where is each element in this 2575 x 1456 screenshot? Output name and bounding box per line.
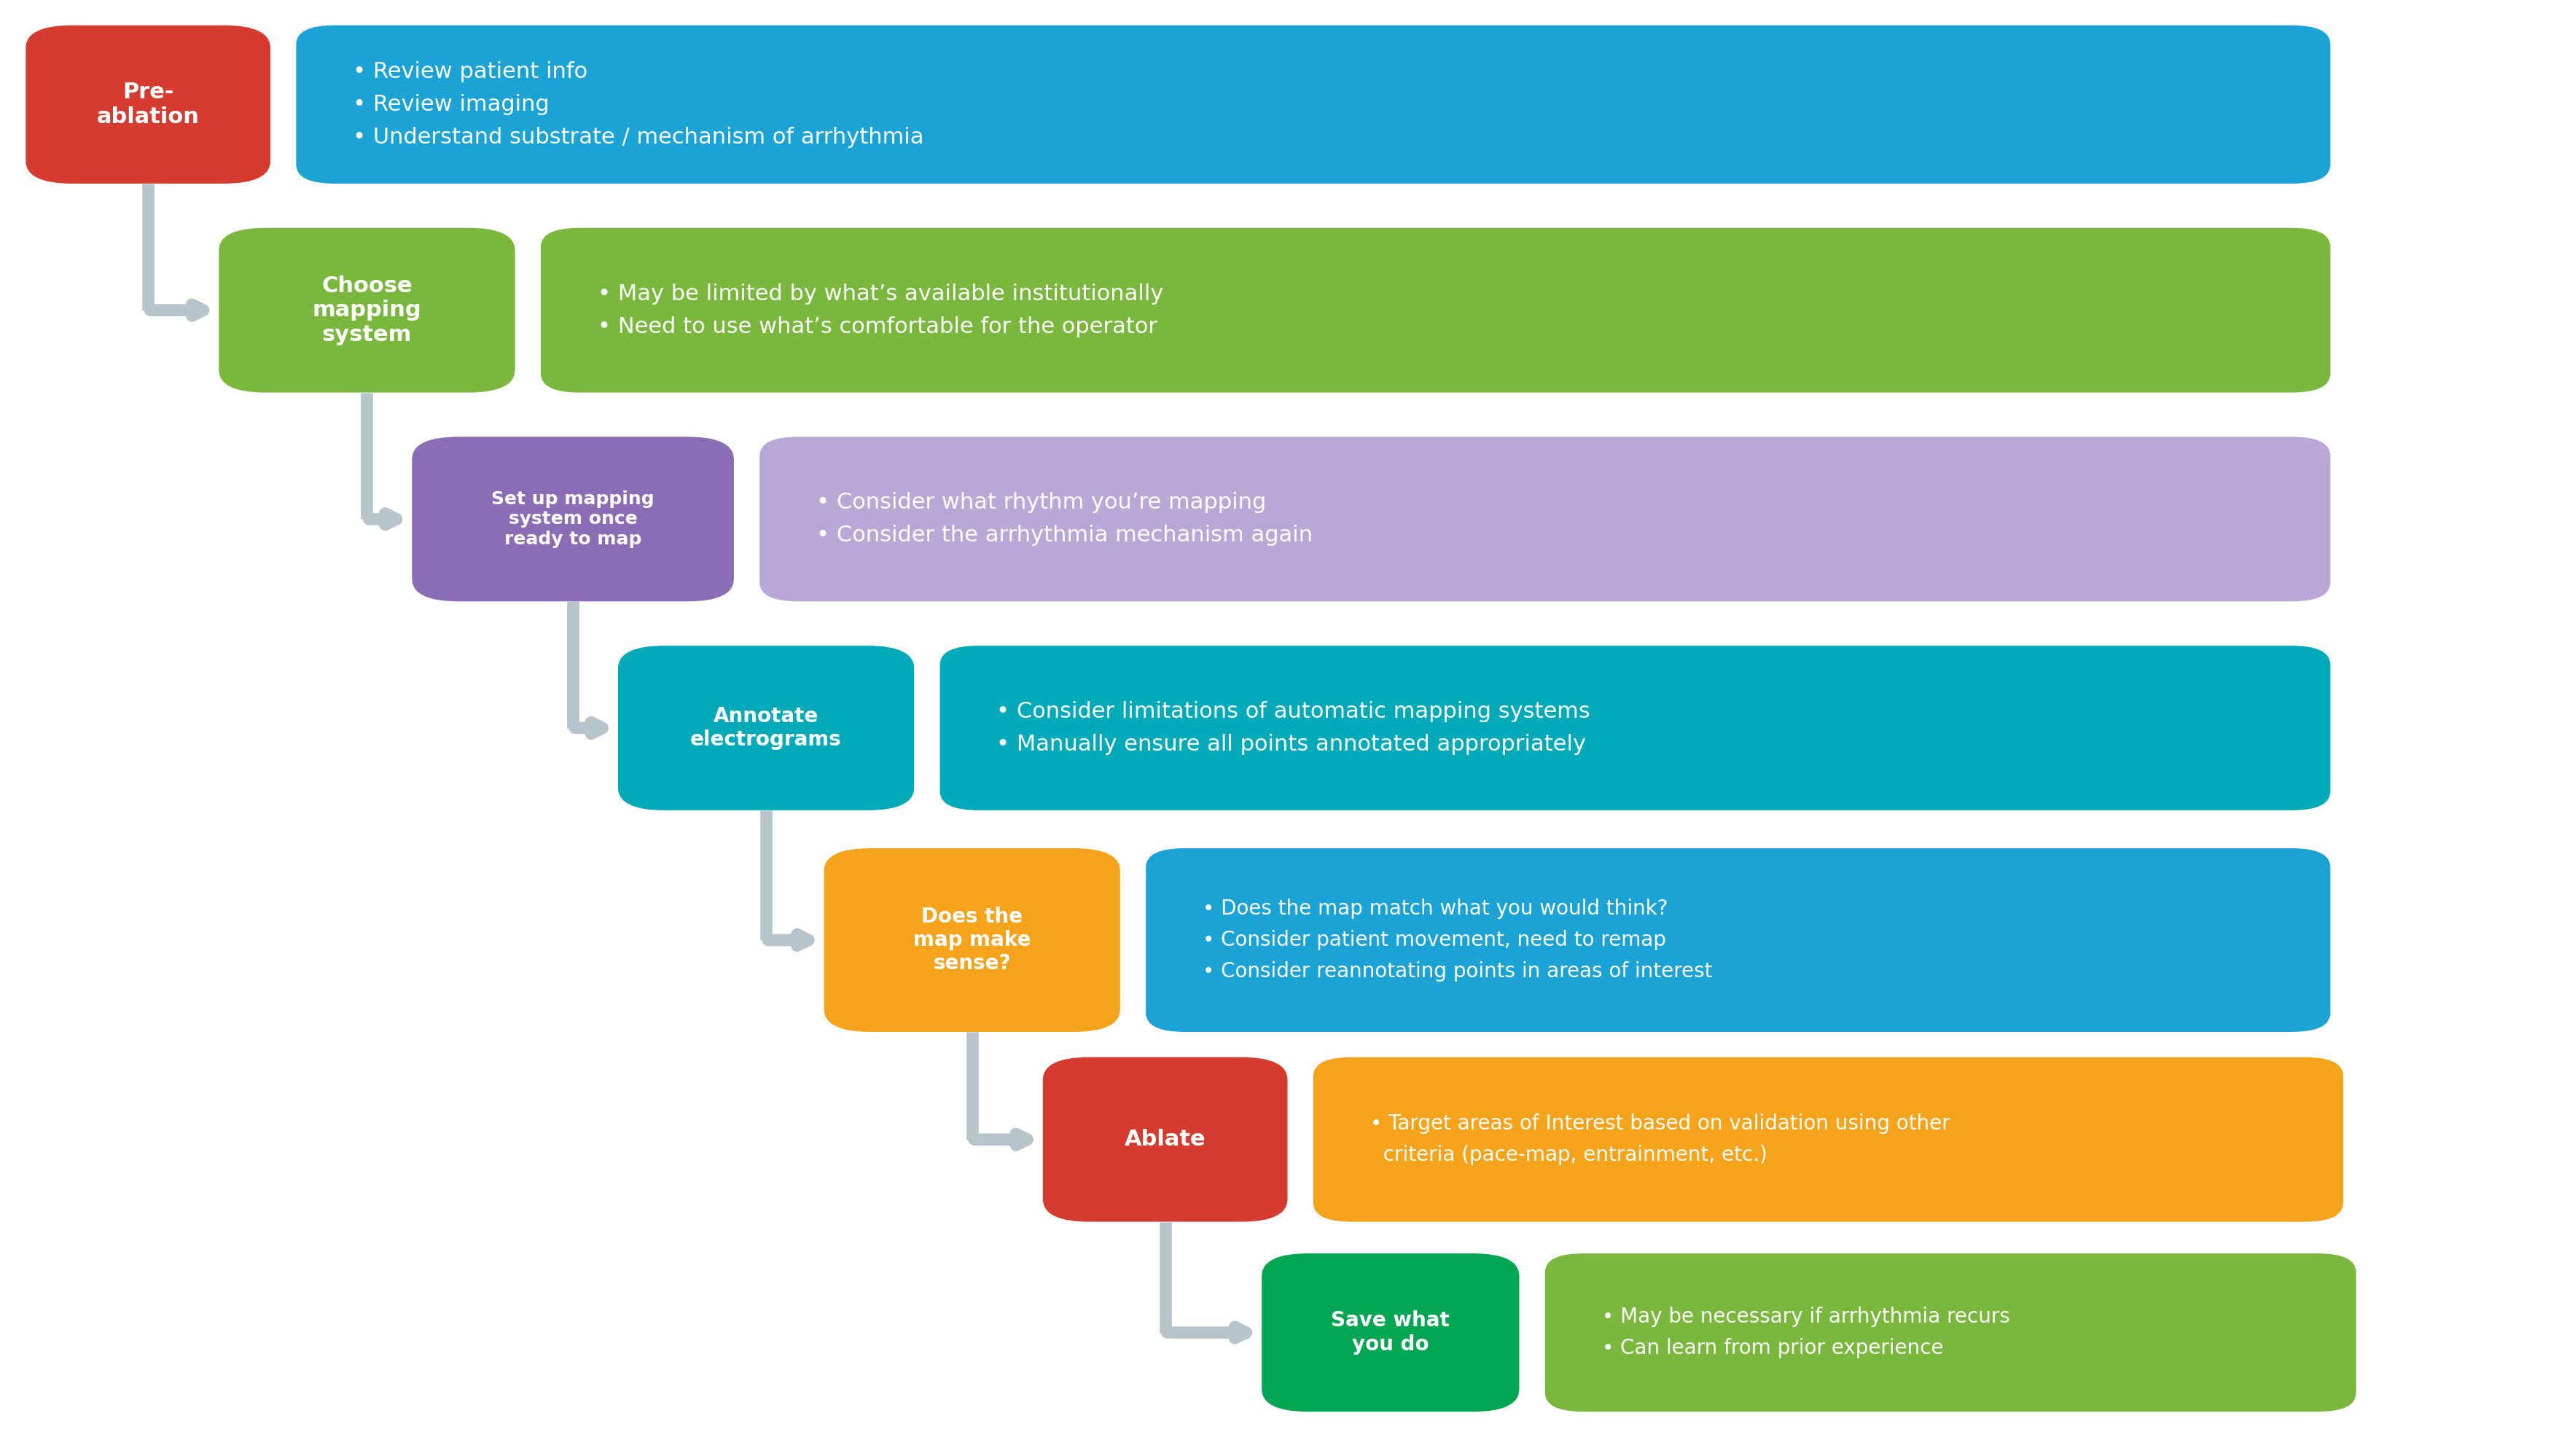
Text: Does the
map make
sense?: Does the map make sense? (914, 906, 1030, 974)
FancyBboxPatch shape (824, 849, 1120, 1032)
Text: • Consider limitations of automatic mapping systems
• Manually ensure all points: • Consider limitations of automatic mapp… (997, 700, 1591, 756)
Text: • Does the map match what you would think?
• Consider patient movement, need to : • Does the map match what you would thin… (1203, 898, 1712, 981)
Text: Annotate
electrograms: Annotate electrograms (690, 706, 842, 750)
Text: • Target areas of Interest based on validation using other
  criteria (pace-map,: • Target areas of Interest based on vali… (1370, 1114, 1949, 1165)
FancyBboxPatch shape (219, 229, 515, 393)
Text: • May be limited by what’s available institutionally
• Need to use what’s comfor: • May be limited by what’s available ins… (597, 282, 1164, 338)
Text: Save what
you do: Save what you do (1331, 1310, 1450, 1354)
FancyBboxPatch shape (618, 645, 914, 811)
FancyBboxPatch shape (1313, 1057, 2343, 1222)
Text: Choose
mapping
system: Choose mapping system (312, 275, 422, 345)
FancyBboxPatch shape (940, 645, 2330, 811)
Text: Pre-
ablation: Pre- ablation (98, 82, 198, 127)
FancyBboxPatch shape (26, 25, 270, 183)
FancyBboxPatch shape (412, 437, 734, 601)
FancyBboxPatch shape (296, 25, 2330, 183)
FancyBboxPatch shape (1043, 1057, 1288, 1222)
Text: • Review patient info
• Review imaging
• Understand substrate / mechanism of arr: • Review patient info • Review imaging •… (353, 61, 924, 149)
FancyBboxPatch shape (760, 437, 2330, 601)
Text: Set up mapping
system once
ready to map: Set up mapping system once ready to map (492, 491, 654, 547)
FancyBboxPatch shape (1146, 849, 2330, 1032)
Text: • May be necessary if arrhythmia recurs
• Can learn from prior experience: • May be necessary if arrhythmia recurs … (1602, 1306, 2008, 1358)
Text: • Consider what rhythm you’re mapping
• Consider the arrhythmia mechanism again: • Consider what rhythm you’re mapping • … (816, 492, 1313, 546)
FancyBboxPatch shape (541, 229, 2330, 393)
Text: Ablate: Ablate (1125, 1128, 1205, 1150)
FancyBboxPatch shape (1545, 1254, 2356, 1412)
FancyBboxPatch shape (1262, 1254, 1519, 1412)
